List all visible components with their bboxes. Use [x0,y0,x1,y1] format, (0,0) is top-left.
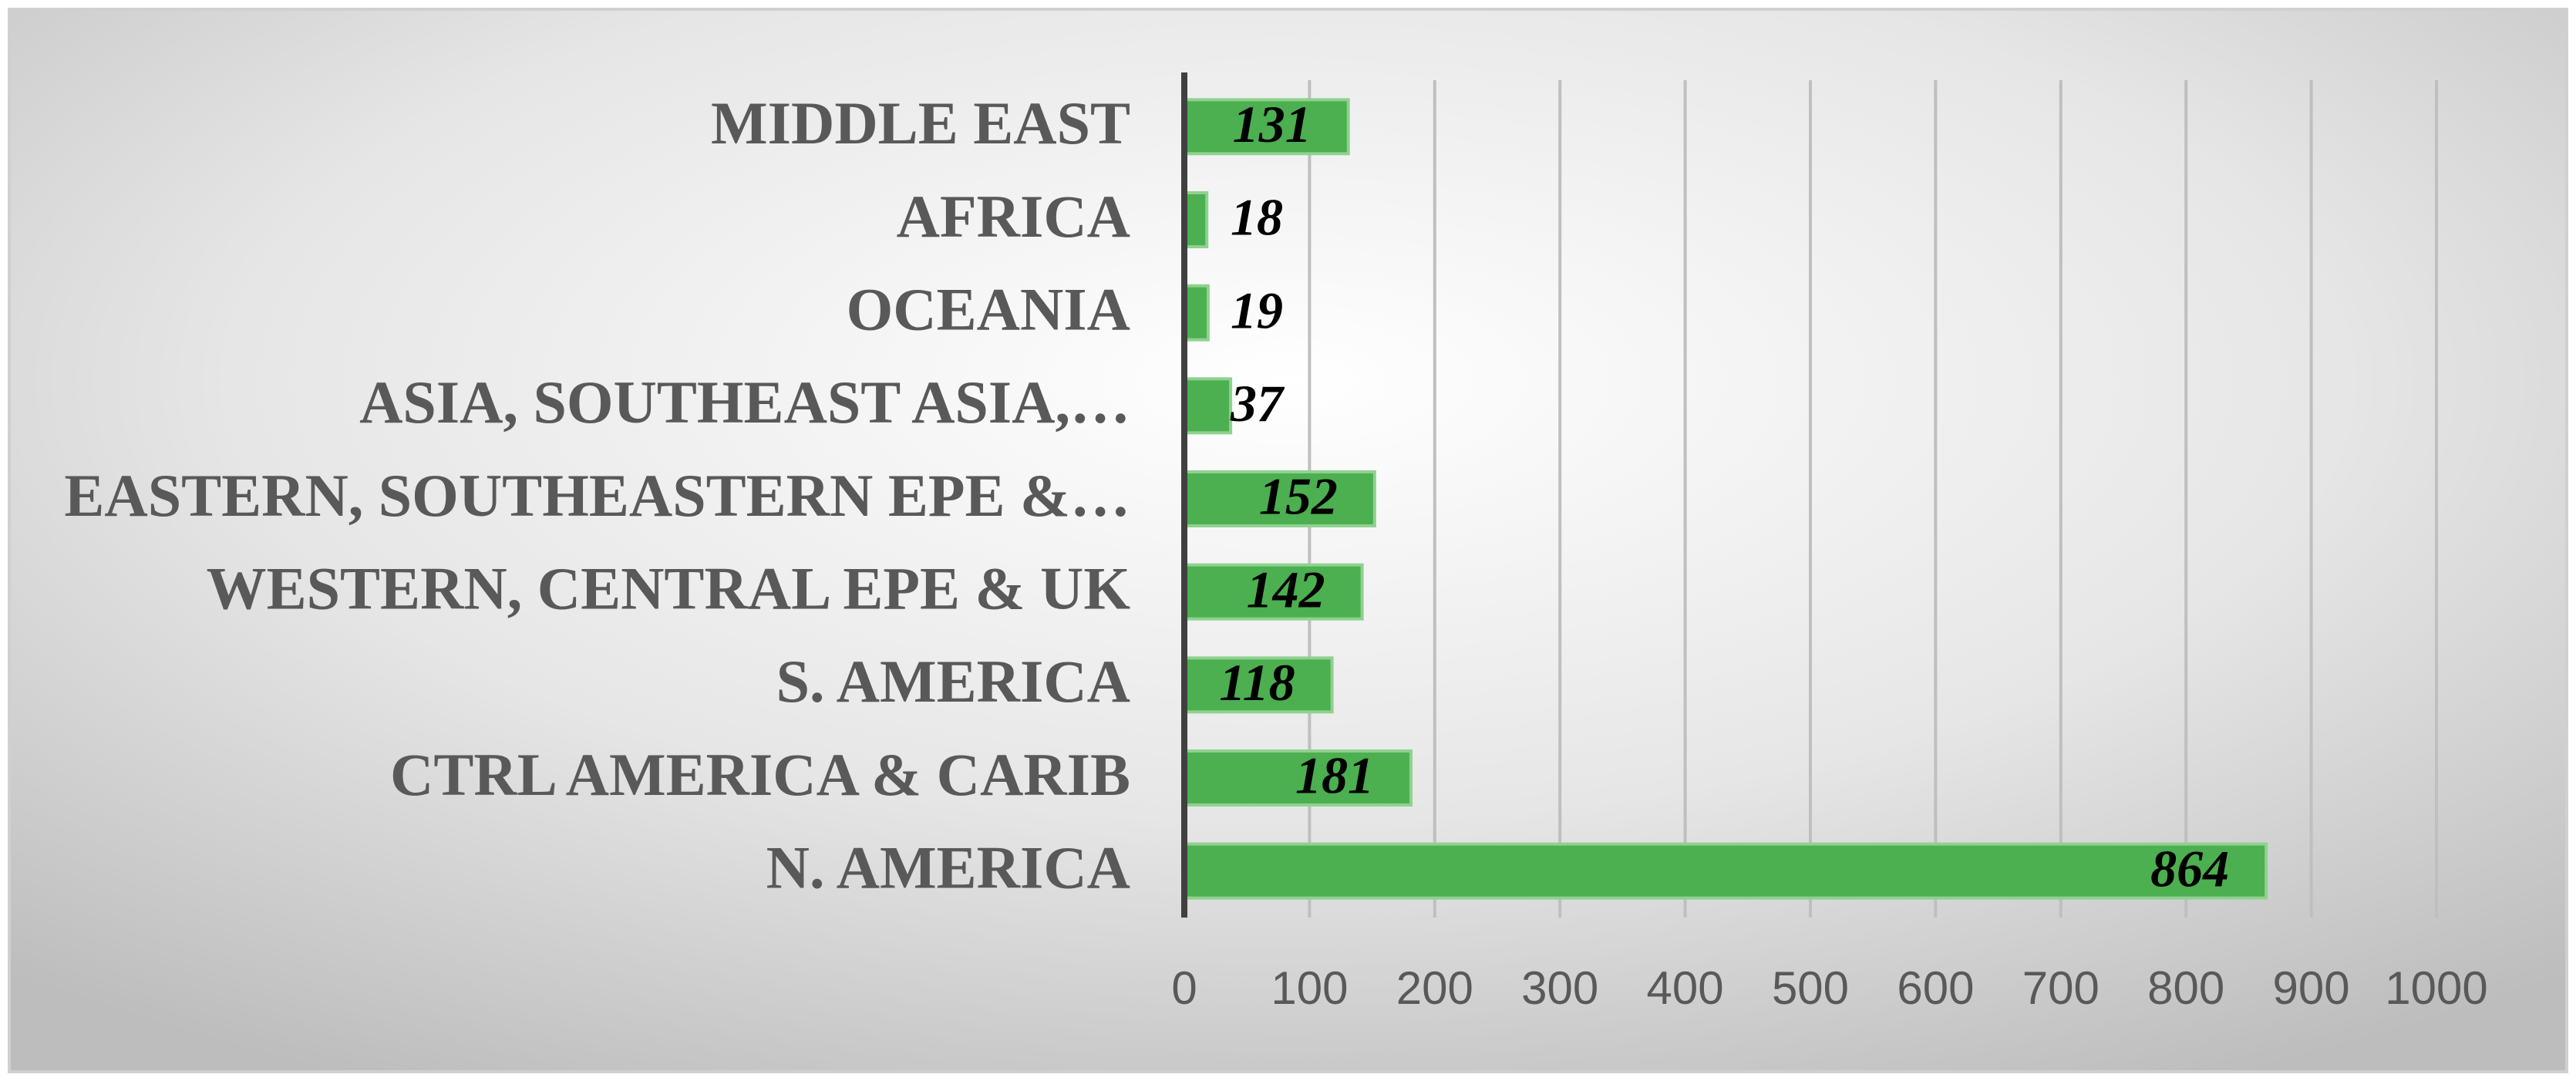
y-tick-label: ASIA, SOUTHEAST ASIA,… [359,369,1130,436]
y-tick-label: N. AMERICA [766,834,1130,901]
y-tick-label: AFRICA [897,183,1130,250]
data-label: 864 [2150,839,2229,897]
x-tick-label: 300 [1521,962,1598,1014]
x-tick-label: 700 [2022,962,2100,1014]
data-label: 181 [1295,746,1374,805]
x-tick-label: 800 [2147,962,2224,1014]
y-tick-label: MIDDLE EAST [711,89,1130,157]
y-tick-label: S. AMERICA [776,648,1130,715]
x-tick-label: 1000 [2385,962,2487,1014]
x-tick-label: 500 [1772,962,1849,1014]
data-label: 37 [1230,374,1285,433]
x-tick-label: 100 [1271,962,1348,1014]
data-label: 18 [1231,188,1283,247]
x-tick-label: 200 [1396,962,1473,1014]
y-tick-label: WESTERN, CENTRAL EPE & UK [207,555,1131,622]
data-label: 142 [1247,560,1325,618]
bar [1183,842,2268,900]
bar [1183,377,1233,435]
bar [1183,284,1210,342]
y-tick-label: CTRL AMERICA & CARIB [390,741,1130,808]
bar [1183,191,1209,248]
data-label: 131 [1233,95,1312,153]
chart-background [8,8,2568,1073]
y-tick-label: OCEANIA [847,276,1130,343]
data-label: 19 [1231,281,1283,339]
bar [1183,98,1350,156]
data-label: 118 [1219,653,1295,712]
x-tick-label: 900 [2273,962,2350,1014]
x-tick-label: 400 [1647,962,1724,1014]
y-tick-label: EASTERN, SOUTHEASTERN EPE &… [64,462,1130,529]
x-tick-label: 600 [1897,962,1974,1014]
data-label: 152 [1259,467,1338,526]
x-tick-label: 0 [1171,962,1197,1014]
